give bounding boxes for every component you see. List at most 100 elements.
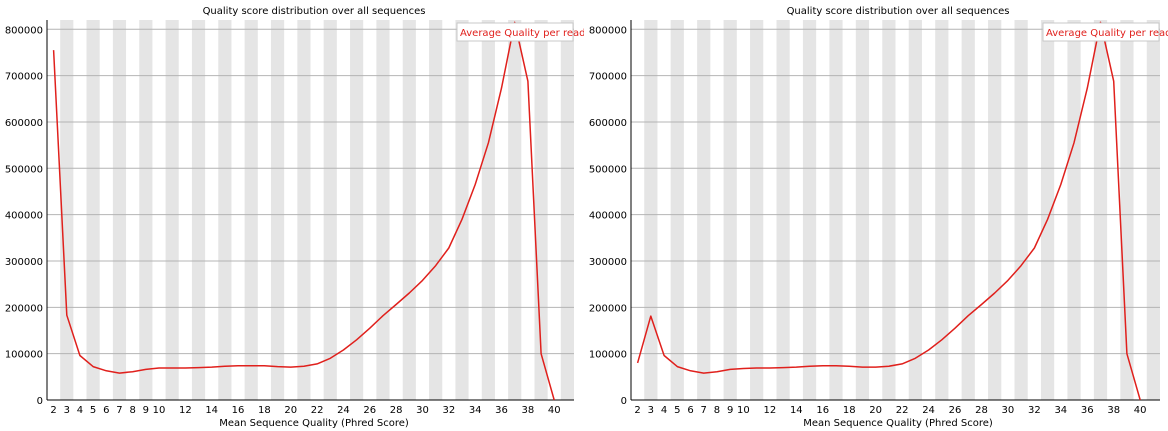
- stripe: [60, 20, 74, 400]
- stripe: [429, 20, 443, 400]
- legend-label: Average Quality per read: [460, 28, 584, 39]
- x-axis-label: Mean Sequence Quality (Phred Score): [803, 418, 993, 429]
- stripe: [1040, 20, 1055, 400]
- x-tick-label: 9: [727, 405, 733, 416]
- chart-title: Quality score distribution over all sequ…: [787, 6, 1010, 17]
- x-tick-label: 18: [843, 405, 856, 416]
- y-tick-labels: 0 100000 200000 300000 400000 500000 600000 700…: [5, 25, 43, 407]
- x-tick-label: 28: [975, 405, 988, 416]
- x-tick-label: 24: [922, 405, 935, 416]
- stripe: [297, 20, 311, 400]
- stripe: [455, 20, 469, 400]
- x-tick-label: 4: [77, 405, 83, 416]
- stripe: [908, 20, 922, 400]
- x-tick-label: 3: [648, 405, 654, 416]
- stripe: [402, 20, 416, 400]
- x-tick-label: 2: [634, 405, 640, 416]
- stripe: [829, 20, 843, 400]
- y-tick-label: 600000: [589, 118, 627, 129]
- x-tick-labels: 2 3 4 5 6 7 8 9 10 12 14 16 18 20 22 24 26 28 30 32 34 36 38 40: [50, 405, 560, 416]
- x-tick-label: 20: [284, 405, 297, 416]
- x-tick-label: 36: [1081, 405, 1094, 416]
- legend-box: [456, 22, 574, 42]
- y-tick-label: 200000: [589, 303, 627, 314]
- x-tick-label: 28: [390, 405, 403, 416]
- x-tick-label: 12: [763, 405, 776, 416]
- stripe: [882, 20, 896, 400]
- y-tick-label: 800000: [5, 25, 43, 36]
- y-tick-label: 300000: [589, 257, 627, 268]
- x-tick-label: 16: [232, 405, 245, 416]
- y-tick-label: 400000: [5, 211, 43, 222]
- x-tick-label: 16: [816, 405, 829, 416]
- series-line-average-quality: [52, 21, 555, 401]
- x-tick-label: 26: [949, 405, 962, 416]
- x-tick-label: 8: [129, 405, 135, 416]
- y-tick-label: 300000: [5, 257, 43, 268]
- legend-box: [1042, 22, 1160, 42]
- x-tick-label: 30: [416, 405, 429, 416]
- stripe: [1014, 20, 1028, 400]
- x-tick-label: 24: [337, 405, 350, 416]
- stripe: [270, 20, 285, 400]
- x-tick-label: 34: [1054, 405, 1067, 416]
- stripe: [139, 20, 153, 400]
- stripe: [723, 20, 737, 400]
- x-tick-label: 36: [495, 405, 508, 416]
- stripe: [323, 20, 337, 400]
- x-tick-label: 10: [737, 405, 750, 416]
- x-tick-label: 26: [363, 405, 376, 416]
- x-tick-label: 38: [522, 405, 535, 416]
- y-tick-label: 500000: [5, 164, 43, 175]
- y-tick-label: 0: [621, 396, 627, 407]
- x-tick-label: 22: [896, 405, 909, 416]
- x-tick-label: 3: [64, 405, 70, 416]
- stripe: [935, 20, 949, 400]
- x-tick-label: 4: [661, 405, 667, 416]
- stripe: [191, 20, 206, 400]
- y-tick-label: 700000: [5, 72, 43, 83]
- x-tick-label: 20: [869, 405, 882, 416]
- stripe: [376, 20, 390, 400]
- stripe: [86, 20, 100, 400]
- stripe: [670, 20, 684, 400]
- x-tick-label: 40: [548, 405, 561, 416]
- x-tick-label: 5: [90, 405, 96, 416]
- y-tick-label: 100000: [5, 350, 43, 361]
- x-tick-label: 8: [714, 405, 720, 416]
- stripe: [534, 20, 548, 400]
- series-line-average-quality: [636, 21, 1141, 401]
- background-stripes: [60, 20, 574, 400]
- stripe: [244, 20, 258, 400]
- y-tick-label: 800000: [589, 25, 627, 36]
- x-tick-label: 32: [1028, 405, 1041, 416]
- legend: Average Quality per read: [456, 22, 584, 42]
- x-tick-label: 32: [442, 405, 455, 416]
- x-tick-label: 40: [1134, 405, 1147, 416]
- x-tick-label: 14: [790, 405, 803, 416]
- y-tick-label: 600000: [5, 118, 43, 129]
- background-stripes: [644, 20, 1160, 400]
- y-tick-label: 500000: [589, 164, 627, 175]
- x-tick-label: 14: [205, 405, 218, 416]
- stripe: [1146, 20, 1160, 400]
- stripe: [644, 20, 658, 400]
- stripe: [988, 20, 1002, 400]
- x-tick-label: 12: [179, 405, 192, 416]
- stripe: [218, 20, 232, 400]
- stripe: [560, 20, 574, 400]
- chart-title: Quality score distribution over all sequ…: [203, 6, 426, 17]
- x-tick-label: 22: [311, 405, 324, 416]
- stripe: [1120, 20, 1134, 400]
- stripe: [350, 20, 364, 400]
- stripe: [165, 20, 179, 400]
- x-axis-label: Mean Sequence Quality (Phred Score): [219, 418, 409, 429]
- chart-panel-left: 0 100000 200000 300000 400000 500000 600000 700…: [5, 6, 584, 429]
- x-tick-labels: 2 3 4 5 6 7 8 9 10 12 14 16 18 20 22 24 26 28 30 32 34 36 38 40: [634, 405, 1146, 416]
- stripe: [855, 20, 870, 400]
- x-tick-label: 7: [116, 405, 122, 416]
- x-tick-label: 34: [469, 405, 482, 416]
- y-tick-label: 100000: [589, 350, 627, 361]
- stripe: [750, 20, 764, 400]
- y-tick-label: 700000: [589, 72, 627, 83]
